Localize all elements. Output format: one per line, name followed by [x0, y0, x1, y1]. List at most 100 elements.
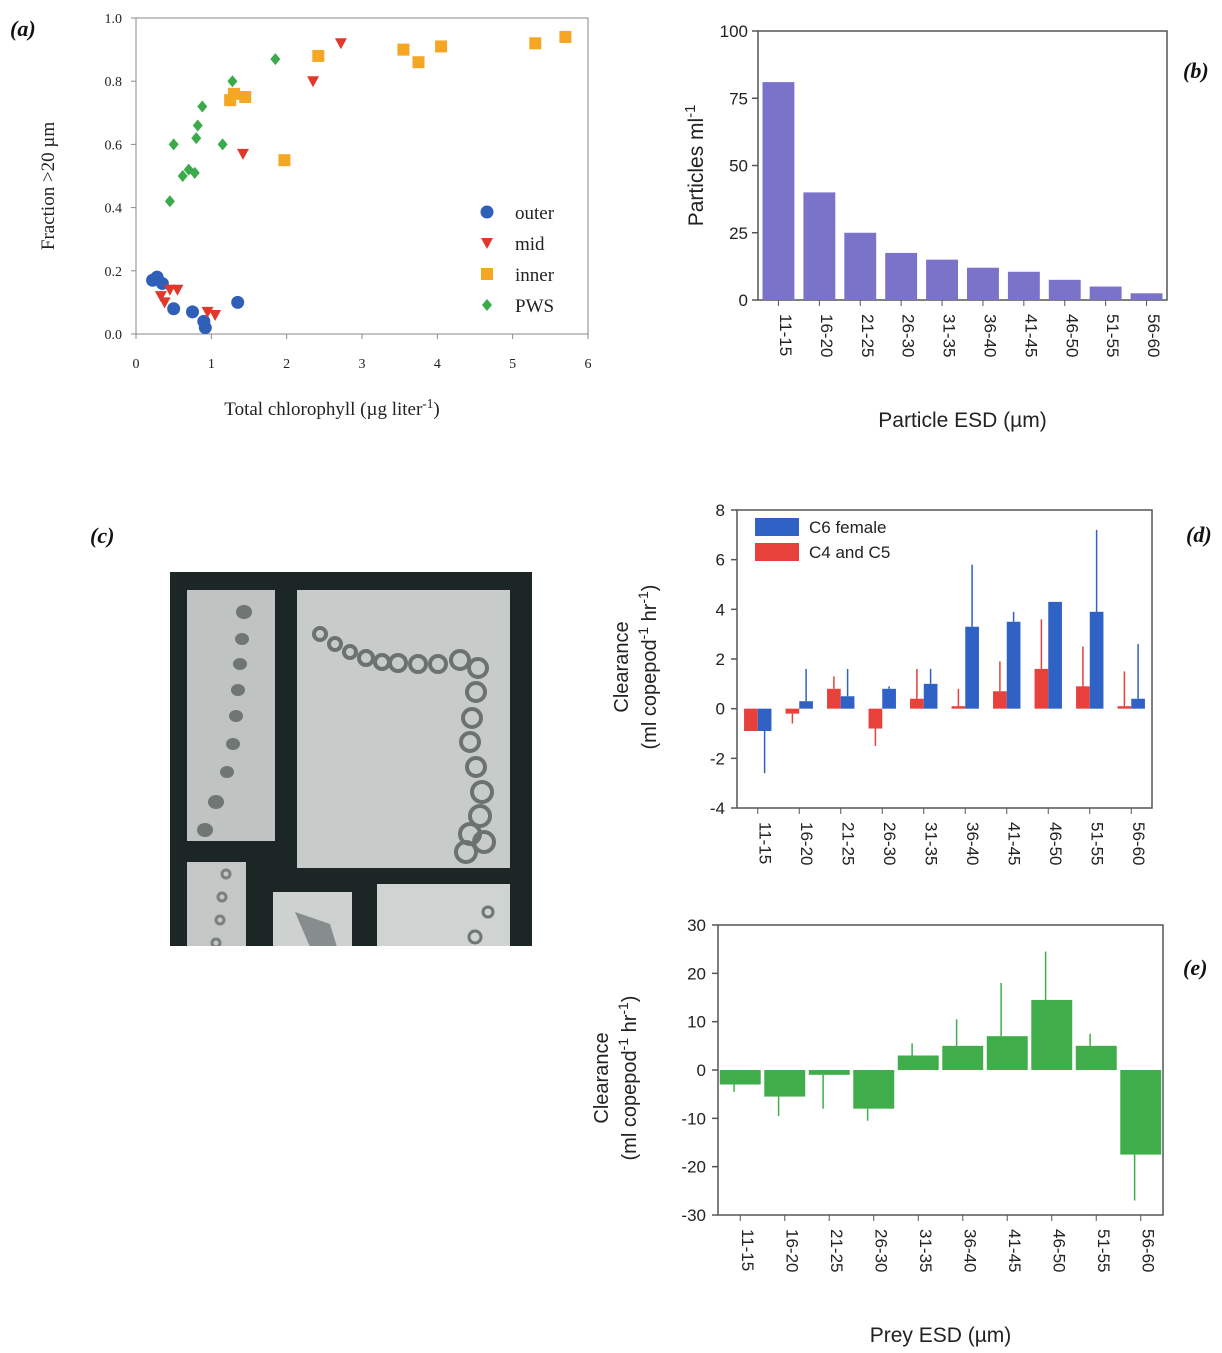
chart-a-scatter: 0 1 2 3 4 5 6 0.0 0.2 0.4 0.6 0.8 1.0 Total chlorophy… [38, 12, 592, 421]
bar-c6-female-31-35 [923, 683, 938, 709]
bar-c4-and-c5-31-35 [910, 698, 924, 709]
x-tick-label: 41-45 [1004, 822, 1023, 865]
data-point-pws [168, 138, 179, 151]
data-point-pws [164, 195, 175, 208]
y-tick-label: 0.2 [105, 265, 123, 280]
data-point-outer [231, 295, 245, 309]
data-point-outer [198, 321, 212, 335]
bar-26-30 [885, 252, 918, 300]
x-tick-label: 21-25 [827, 1229, 846, 1272]
bar-16-20 [803, 192, 836, 300]
x-tick-label: 46-50 [1049, 1229, 1068, 1272]
data-point-mid [307, 76, 320, 88]
x-tick-label: 41-45 [1021, 314, 1040, 357]
data-point-inner [559, 30, 572, 43]
x-tick-label: 11-15 [776, 314, 795, 356]
micrograph-tile-dinoflagellate [273, 892, 352, 946]
chart-b-bar: 0 25 50 75 100 11-15 16-20 21-25 26-30 31-35 36-40… [683, 22, 1168, 432]
y-tick-label: 0.6 [105, 138, 123, 153]
y-tick-label: 0.0 [105, 328, 123, 343]
x-axis-title: Prey ESD (µm) [870, 1324, 1012, 1347]
micrograph-tile-chain-curved [297, 590, 510, 868]
y-tick-label: 75 [729, 89, 748, 108]
y-tick-label: -2 [710, 749, 725, 768]
data-point-inner [435, 40, 448, 53]
y-tick-label: 0.8 [105, 75, 123, 90]
data-point-inner [397, 43, 410, 56]
micrograph-tile-long-chain [377, 884, 510, 946]
bar-c6-female-26-30 [882, 688, 896, 709]
bar-c4-and-c5-21-25 [827, 688, 841, 709]
y-tick-label: 50 [729, 157, 748, 176]
panel-label-e: (e) [1183, 955, 1208, 980]
bar-36-40 [942, 1045, 984, 1070]
bar-11-15 [762, 82, 795, 300]
y-tick-label: 4 [716, 600, 725, 619]
micrograph-tile-chain-vertical [187, 590, 275, 841]
y-axis-title: Fraction >20 µm [38, 122, 59, 250]
y-tick-label: 1.0 [105, 12, 123, 27]
legend-marker-pws [482, 299, 492, 311]
x-tick-label: 51-55 [1087, 822, 1106, 865]
bar-21-25 [844, 232, 877, 300]
bar-c4-and-c5-41-45 [993, 691, 1007, 709]
x-tick-label: 11-15 [755, 822, 774, 864]
x-tick-label: 51-55 [1094, 1229, 1113, 1272]
legend-swatch-c4-and-c5 [755, 543, 799, 561]
legend-marker-outer [480, 205, 494, 219]
x-tick-label: 31-35 [921, 822, 940, 865]
x-tick-label: 0 [133, 357, 140, 372]
x-tick-label: 36-40 [980, 314, 999, 357]
data-point-pws [192, 119, 203, 132]
legend-label-outer: outer [515, 203, 555, 224]
data-point-mid [236, 148, 249, 160]
x-tick-label: 31-35 [916, 1229, 935, 1272]
legend-label-c4-and-c5: C4 and C5 [809, 543, 890, 562]
bar-c6-female-21-25 [840, 696, 855, 709]
bar-41-45 [1007, 271, 1040, 300]
y-axis-title-line2: (ml copepod-1 hr-1) [615, 996, 641, 1161]
legend-label-inner: inner [515, 265, 555, 286]
data-point-mid [334, 38, 347, 50]
x-tick-label: 11-15 [738, 1229, 757, 1271]
x-tick-label: 46-50 [1046, 822, 1065, 865]
data-point-inner [529, 37, 542, 50]
bar-26-30 [853, 1070, 895, 1109]
data-point-outer [167, 302, 181, 316]
data-point-inner [239, 91, 252, 103]
x-tick-label: 26-30 [899, 314, 918, 357]
data-point-pws [197, 100, 208, 113]
data-point-mid [201, 306, 214, 318]
x-tick-label: 21-25 [838, 822, 857, 865]
bar-11-15 [719, 1070, 761, 1085]
data-point-pws [177, 170, 188, 182]
x-tick-label: 56-60 [1138, 1229, 1157, 1272]
y-tick-label: -4 [710, 799, 725, 818]
x-axis-title: Total chlorophyll (µg liter-1) [224, 396, 439, 421]
data-point-mid [209, 310, 222, 322]
bar-51-55 [1075, 1045, 1117, 1070]
x-tick-label: 51-55 [1103, 314, 1122, 357]
bar-36-40 [966, 267, 999, 300]
data-point-outer [186, 305, 199, 319]
x-tick-label: 2 [283, 357, 290, 372]
x-tick-label: 21-25 [858, 314, 877, 357]
x-tick-label: 16-20 [797, 822, 816, 865]
y-tick-label: 20 [687, 964, 706, 983]
x-tick-label: 5 [509, 357, 516, 372]
y-axis-title-line2: (ml copepod-1 hr-1) [635, 585, 661, 750]
y-tick-label: 25 [729, 224, 748, 243]
bar-31-35 [897, 1055, 939, 1070]
plot-frame [135, 17, 589, 335]
x-tick-label: 4 [434, 357, 441, 372]
y-tick-label: 100 [720, 22, 748, 41]
data-point-mid [158, 297, 171, 309]
bar-c4-and-c5-46-50 [1034, 668, 1049, 709]
data-point-inner [278, 154, 291, 167]
x-tick-label: 3 [359, 357, 366, 372]
y-tick-label: 0.4 [105, 202, 123, 217]
chart-d-grouped-bar: -4 -2 0 2 4 6 8 11-15 16-20 21-25 26-30 31-35 36-40 4… [611, 501, 1153, 865]
x-tick-label: 36-40 [963, 822, 982, 865]
x-tick-label: 46-50 [1062, 314, 1081, 357]
legend-label-mid: mid [515, 234, 545, 255]
